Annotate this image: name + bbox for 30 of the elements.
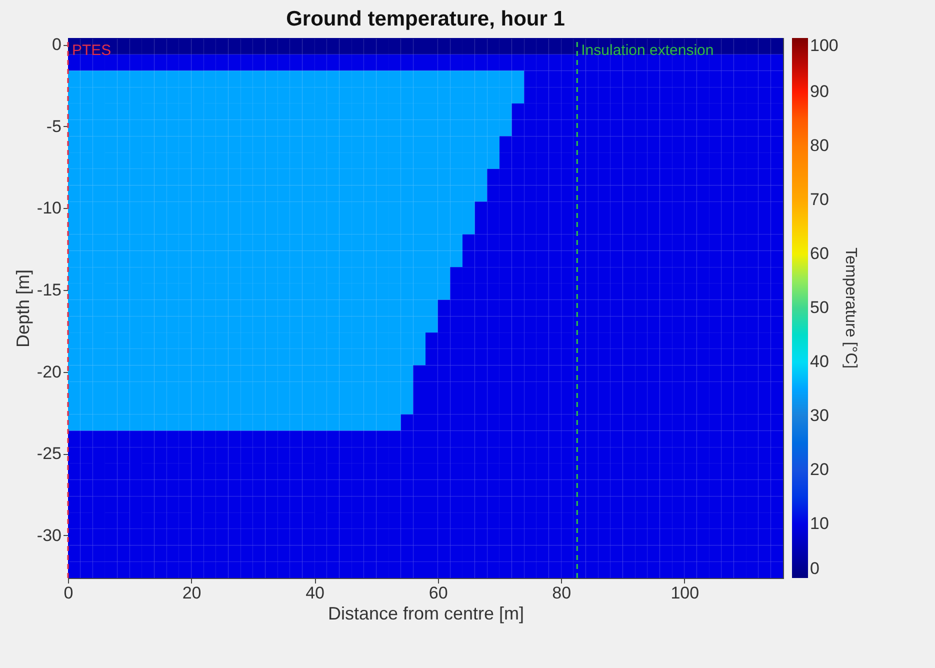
x-tick-label: 20 (182, 584, 202, 602)
color-bar-label: 0 (810, 559, 820, 578)
color-bar-label: 100 (810, 36, 838, 55)
color-bar-title: Temperature [°C] (842, 247, 859, 369)
y-tick-label: -25 (36, 444, 62, 464)
y-tick-label: 0 (52, 35, 62, 54)
x-tick-label: 80 (552, 584, 572, 602)
y-axis-title: Depth [m] (12, 269, 33, 348)
x-tick-label: 40 (306, 584, 325, 602)
color-bar-label: 10 (810, 514, 829, 533)
x-axis-title: Distance from centre [m] (328, 604, 524, 624)
x-tick-label: 100 (670, 584, 700, 602)
ref-line-label: Insulation extension (581, 42, 714, 59)
color-bar-label: 60 (810, 244, 829, 263)
ref-line-label: PTES (72, 42, 112, 59)
x-tick-label: 60 (428, 584, 448, 602)
color-bar-label: 50 (810, 298, 829, 317)
x-tick-label: 0 (64, 584, 74, 602)
y-tick-label: -5 (46, 116, 62, 136)
color-bar-label: 70 (810, 190, 829, 209)
color-bar-label: 90 (810, 82, 829, 101)
color-bar-label: 30 (810, 406, 829, 425)
chart-title: Ground temperature, hour 1 (286, 8, 566, 31)
y-tick-label: -10 (36, 198, 62, 218)
y-tick-label: -15 (36, 280, 62, 300)
y-tick-label: -20 (36, 362, 62, 382)
color-bar-label: 20 (810, 460, 829, 479)
color-bar-label: 40 (810, 352, 829, 371)
color-bar-label: 80 (810, 136, 829, 155)
y-tick-label: -30 (36, 526, 62, 545)
